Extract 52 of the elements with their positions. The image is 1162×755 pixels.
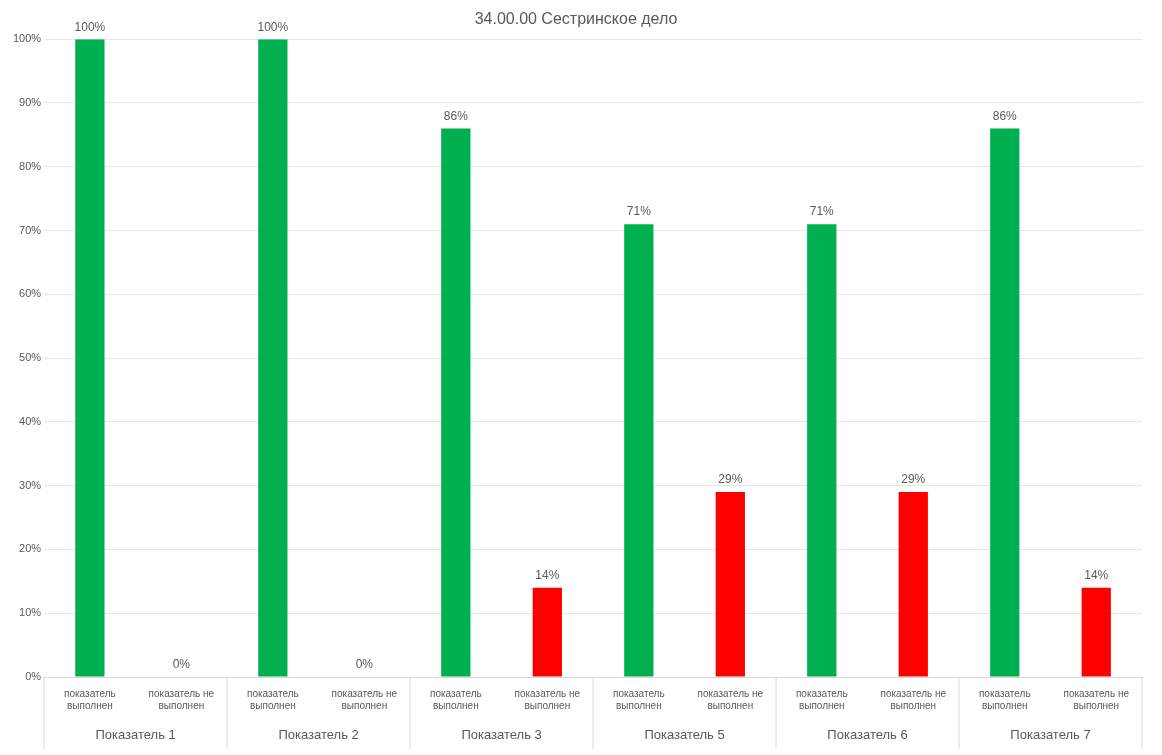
bar <box>898 492 928 677</box>
x-tick-label: показатель не выполнен <box>880 687 947 711</box>
x-tick-label: показатель не выполнен <box>514 687 581 711</box>
y-tick-label: 40% <box>19 414 42 427</box>
text: Показатель 6 <box>827 726 908 742</box>
bar <box>990 128 1020 677</box>
text: Показатель 3 <box>461 726 542 742</box>
data-label: 100% <box>257 19 289 34</box>
x-tick-label: показатель выполнен <box>247 687 299 711</box>
data-label: 0% <box>172 657 191 672</box>
y-tick-label: 60% <box>19 287 42 300</box>
data-label: 86% <box>443 108 469 123</box>
y-tick-label: 30% <box>19 478 42 491</box>
text: Показатель 5 <box>644 726 725 742</box>
data-label: 14% <box>535 568 560 583</box>
y-tick-label: 10% <box>19 606 42 619</box>
data-label: 14% <box>1084 568 1109 583</box>
bar <box>624 224 654 677</box>
x-tick-label: показатель выполнен <box>429 687 482 711</box>
data-label: 29% <box>901 472 926 487</box>
bar <box>75 39 105 677</box>
y-tick-label: 90% <box>19 96 42 109</box>
bar <box>532 587 562 677</box>
x-tick-label: показатель выполнен <box>64 687 116 711</box>
chart-title: 34.00.00 Сестринское дело <box>474 10 678 28</box>
text: Показатель 1 <box>95 726 176 742</box>
x-tick-label: показатель выполнен <box>978 687 1031 711</box>
x-tick-label: показатель не выполнен <box>148 687 215 711</box>
y-tick-label: 100% <box>12 32 42 45</box>
x-tick-label: показатель выполнен <box>612 687 665 711</box>
x-tick-label: показатель не выполнен <box>331 687 398 711</box>
data-label: 100% <box>74 19 106 34</box>
bar <box>807 224 837 677</box>
data-label: 29% <box>718 472 743 487</box>
data-label: 86% <box>992 108 1018 123</box>
text: Показатель 2 <box>278 726 359 742</box>
bar <box>441 128 471 677</box>
data-label: 71% <box>809 204 835 219</box>
y-tick-label: 80% <box>19 159 42 172</box>
data-label: 0% <box>355 657 374 672</box>
bar <box>258 39 288 677</box>
bar <box>1081 587 1111 677</box>
y-tick-label: 50% <box>19 351 42 364</box>
x-tick-label: показатель не выполнен <box>1063 687 1130 711</box>
y-tick-label: 0% <box>25 670 42 683</box>
bar <box>715 492 745 677</box>
x-tick-label: показатель не выполнен <box>697 687 764 711</box>
y-tick-label: 20% <box>19 542 42 555</box>
y-tick-label: 70% <box>19 223 42 236</box>
x-tick-label: показатель выполнен <box>795 687 848 711</box>
data-label: 71% <box>626 204 652 219</box>
text: Показатель 7 <box>1010 726 1091 742</box>
